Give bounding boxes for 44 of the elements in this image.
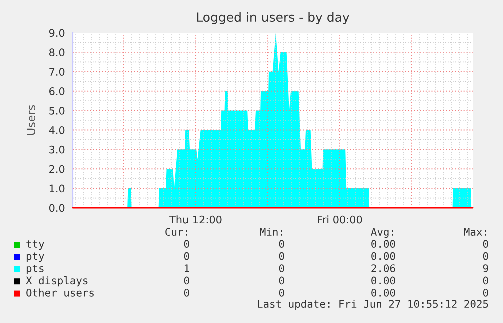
chart-title: Logged in users - by day	[197, 12, 350, 24]
legend-label: Other users	[26, 288, 94, 297]
y-tick-label: 2.0	[50, 165, 65, 174]
legend-label: X displays	[26, 276, 88, 287]
text: 0.00	[372, 288, 396, 297]
text: Avg:	[371, 228, 394, 238]
text: 9	[483, 264, 488, 272]
text: 0	[279, 288, 284, 297]
text: 0	[279, 240, 284, 248]
text: 0	[184, 240, 190, 248]
y-tick-label: 8.0	[50, 48, 65, 57]
text: 0	[483, 276, 488, 285]
y-axis-title: Users	[27, 105, 36, 136]
y-tick-label: 7.0	[50, 68, 65, 76]
text: 0	[483, 252, 488, 260]
text: 0	[184, 276, 190, 285]
legend-label: pts	[26, 264, 44, 274]
text: 0	[184, 252, 190, 260]
text: 0	[279, 264, 284, 272]
text: Min:	[260, 228, 282, 236]
text: Last update: Fri Jun 27 10:55:12 2025	[258, 300, 488, 310]
text: 2.06	[372, 264, 396, 272]
text: 0.00	[372, 276, 396, 285]
text: 0.00	[372, 252, 396, 260]
y-tick-label: 9.0	[49, 29, 65, 38]
text: 0	[483, 288, 488, 297]
y-tick-label: 4.0	[49, 126, 65, 134]
legend-label: tty	[26, 240, 44, 250]
y-tick-label: 5.0	[50, 107, 65, 115]
text: 0	[184, 288, 190, 297]
text: 0.00	[372, 240, 396, 248]
text: 1	[184, 264, 190, 272]
text: 0	[483, 240, 488, 248]
x-tick-label: Fri 00:00	[318, 216, 362, 224]
text: 0	[279, 276, 284, 285]
text: Cur:	[166, 228, 188, 236]
x-tick-label: Thu 12:00	[170, 216, 222, 224]
text: Max:	[464, 228, 486, 236]
legend-label: pty	[26, 252, 44, 262]
text: 0	[279, 252, 284, 260]
y-tick-label: 6.0	[50, 88, 65, 96]
y-tick-label: 3.0	[50, 146, 65, 154]
y-tick-label: 0.0	[49, 204, 65, 212]
y-tick-label: 1.0	[50, 184, 65, 193]
